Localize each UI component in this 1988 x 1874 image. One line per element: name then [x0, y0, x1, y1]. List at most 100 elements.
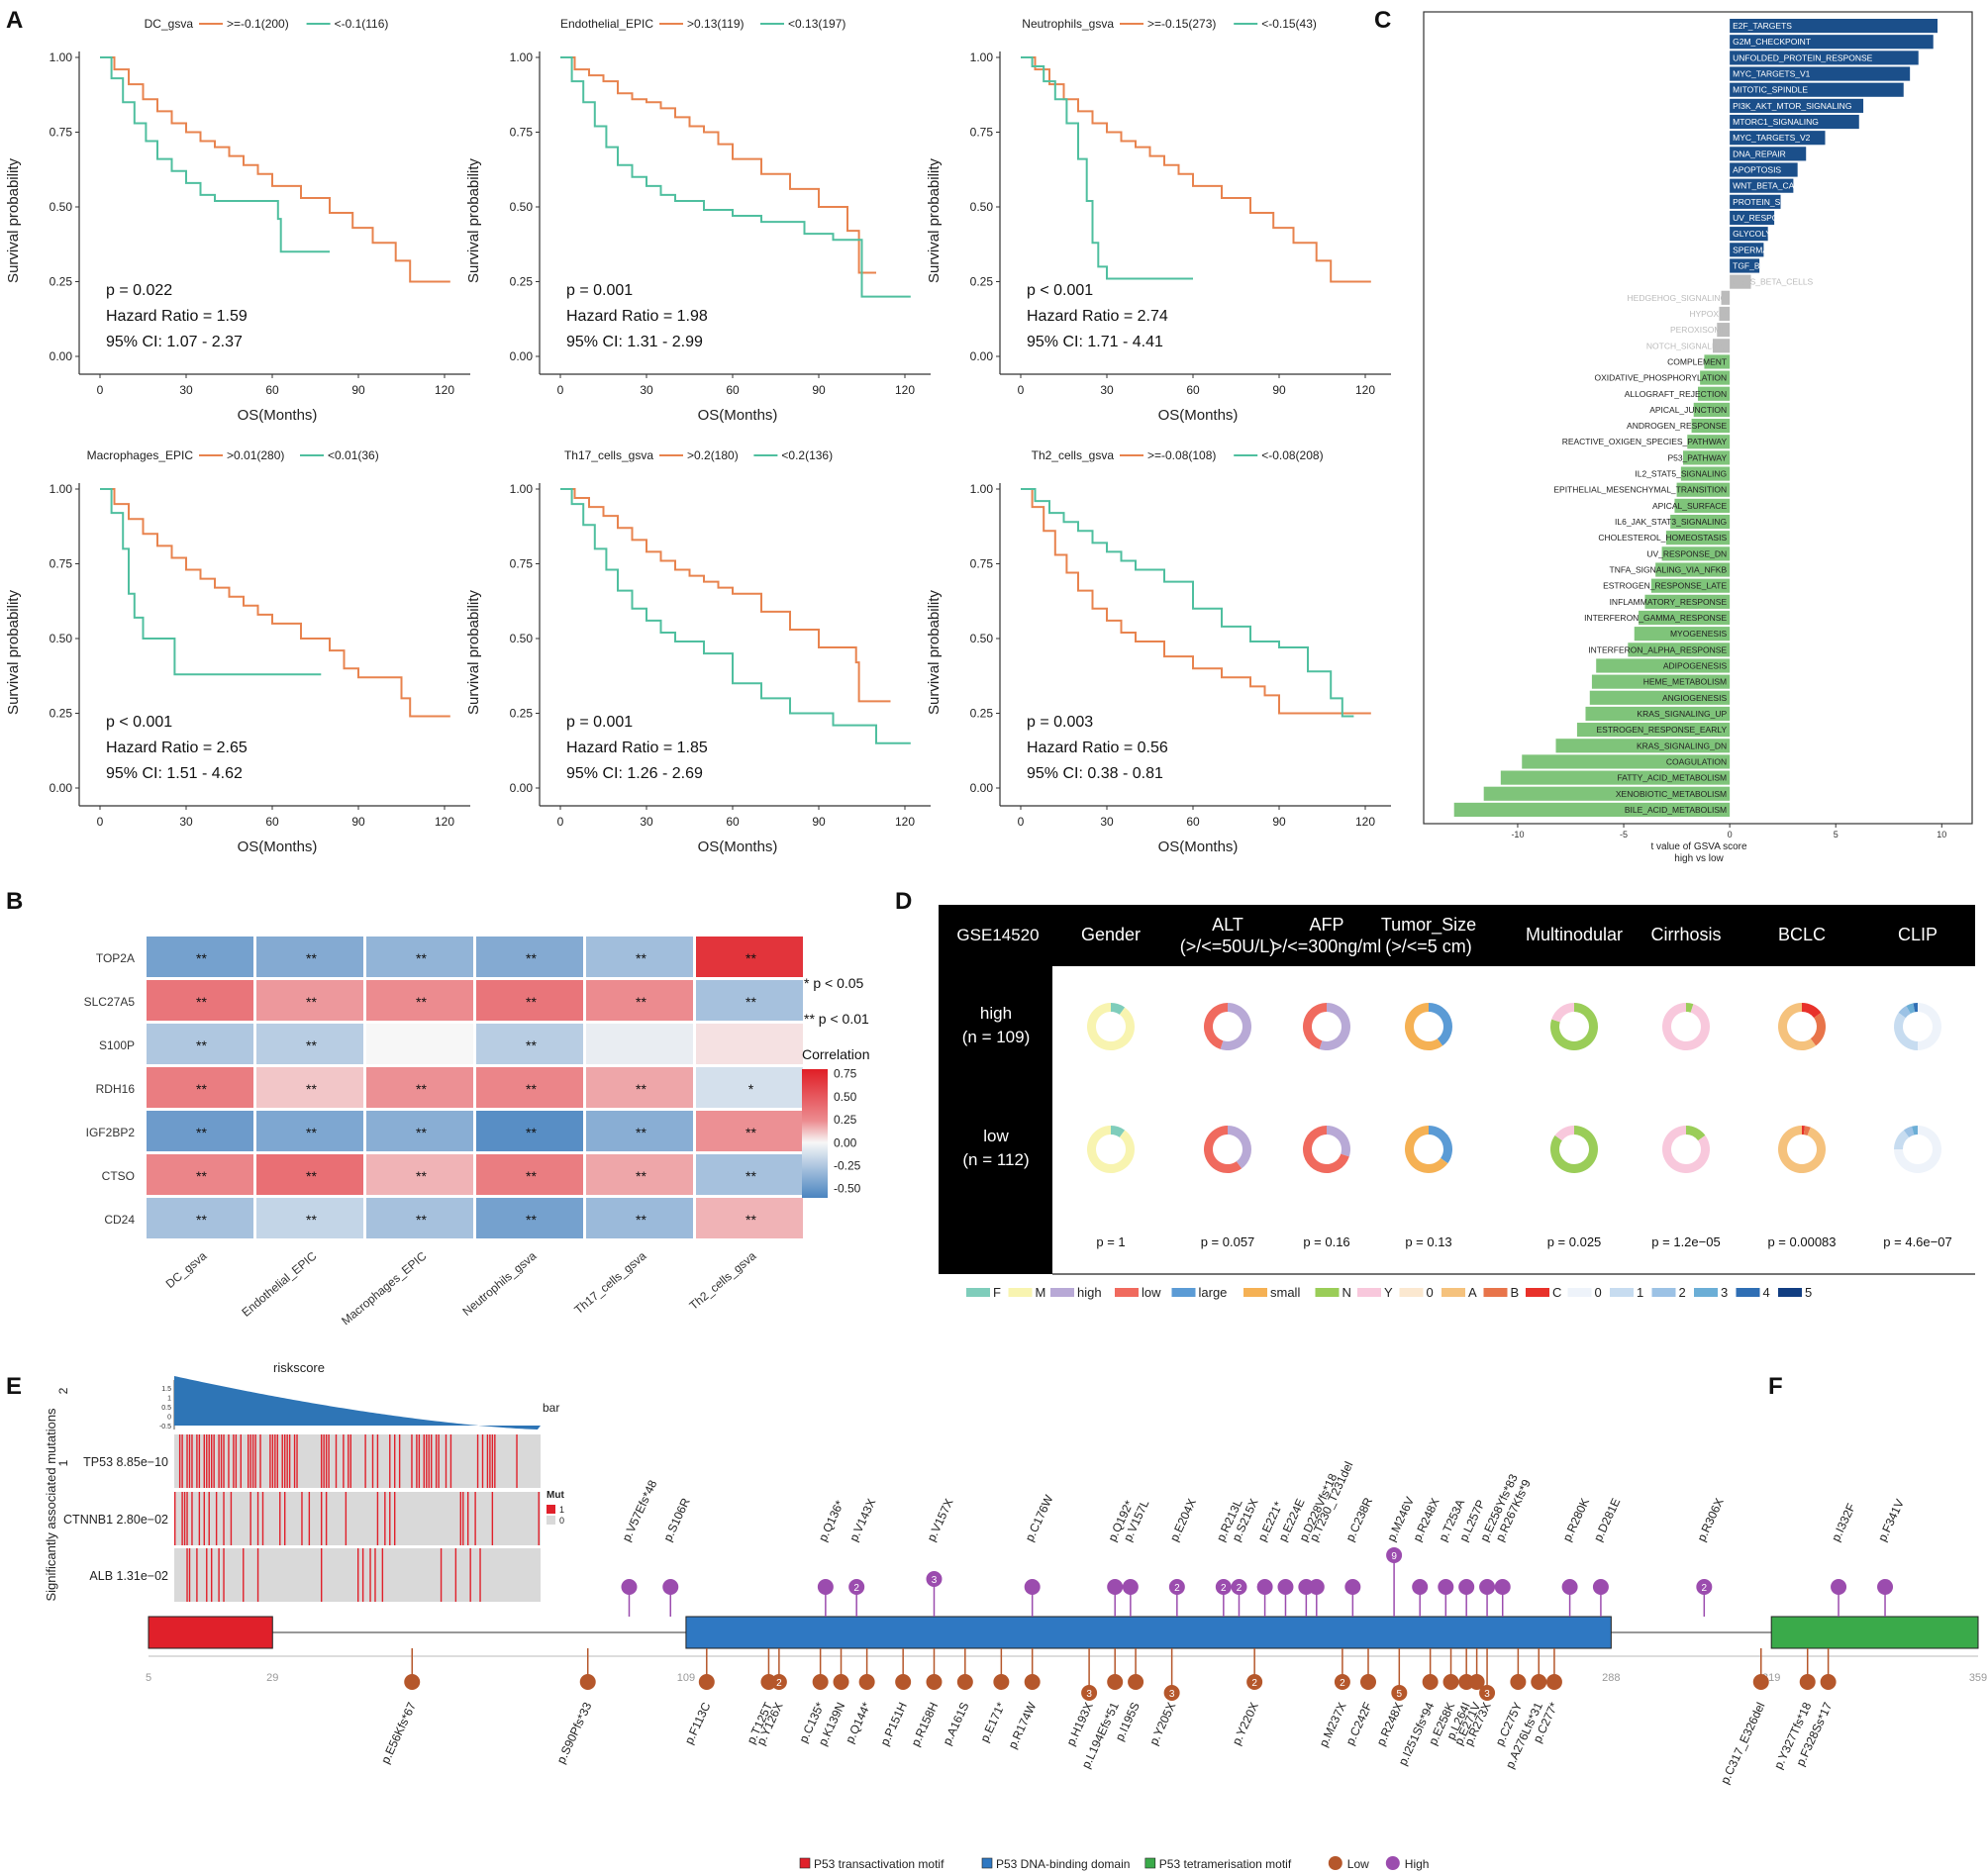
lollipop-count: 3 — [1484, 1689, 1490, 1700]
km-x-tick-label: 60 — [1186, 815, 1200, 829]
table-p-value: p = 0.13 — [1405, 1234, 1451, 1249]
km-curve-low — [560, 56, 911, 298]
lollipop-count: 2 — [1237, 1583, 1242, 1594]
oncoprint-mutation-tick — [438, 1434, 440, 1488]
km-x-tick-label: 0 — [1018, 815, 1025, 829]
lollipop-head-low — [1479, 1685, 1496, 1701]
donut-segment — [1898, 1005, 1911, 1019]
legend-label: low — [1142, 1285, 1161, 1300]
heatmap-significance: ** — [636, 1081, 646, 1097]
panel-c-gsva-bar-chart: E2F_TARGETS G2M_CHECKPOINT UNFOLDED_PROTEI… — [1423, 11, 1973, 864]
heatmap-bar-tick-label: -0.50 — [834, 1182, 861, 1196]
gsva-bar-label: OXIDATIVE_PHOSPHORYLATION — [1594, 373, 1727, 383]
gsva-bar — [1676, 482, 1731, 497]
km-plot-5: Th17_cells_gsva >0.2(180) <0.2(136) 0.00 0.2… — [465, 448, 931, 855]
legend-label: Y — [1384, 1285, 1393, 1300]
panel-a-survival-curves: DC_gsva >=-0.1(200) <-0.1(116) 0.00 0.25 0.50… — [5, 17, 1391, 855]
oncoprint-mutation-tick — [325, 1434, 328, 1488]
km-y-tick-label: 0.25 — [50, 707, 73, 721]
gsva-bar — [1680, 466, 1731, 481]
oncoprint-mutation-tick — [384, 1492, 386, 1545]
heatmap-significance: ** — [196, 1037, 207, 1053]
gsva-bar — [1693, 402, 1731, 417]
mutation-label-high: p.F341V — [1875, 1497, 1907, 1543]
panel-d-clinical-table: GSE14520 Gender ALT (>/<=50U/L) AFP >/<=300ng… — [939, 905, 1975, 1300]
donut-segment — [1803, 1126, 1811, 1136]
gsva-bar-label: KRAS_SIGNALING_DN — [1637, 740, 1727, 750]
heatmap-row-label: TOP2A — [96, 951, 135, 965]
km-x-axis-title: OS(Months) — [698, 407, 778, 424]
oncoprint-mutation-tick — [381, 1548, 384, 1602]
oncoprint-mutation-tick — [345, 1492, 348, 1545]
km-legend-low-label: <-0.15(43) — [1261, 17, 1317, 31]
heatmap-significance: ** — [306, 1037, 317, 1053]
gsva-bar — [1704, 354, 1731, 369]
km-x-tick-label: 90 — [1272, 815, 1286, 829]
heatmap-cell — [476, 1154, 583, 1195]
gsva-bar-label: IL2_STAT5_SIGNALING — [1635, 469, 1727, 479]
oncoprint-mutation-tick — [186, 1492, 188, 1545]
heatmap-cell — [366, 937, 473, 977]
km-x-tick-label: 90 — [812, 815, 826, 829]
gsva-bar-label: INTERFERON_ALPHA_RESPONSE — [1588, 644, 1727, 654]
gsva-bar-label: PROTEIN_SECRETION — [1733, 197, 1824, 207]
km-x-tick-label: 30 — [1100, 383, 1114, 397]
gsva-bar — [1453, 802, 1731, 817]
km-y-tick-label: 0.75 — [50, 126, 73, 140]
oncoprint-mutation-tick — [411, 1434, 413, 1488]
donut-segment — [1913, 1003, 1918, 1013]
oncoprint-mutation-tick — [389, 1492, 391, 1545]
lollipop-head-low — [1391, 1685, 1408, 1701]
km-plot-4: Macrophages_EPIC >0.01(280) <0.01(36) 0.00 0… — [5, 448, 470, 855]
heatmap-significance: ** — [526, 950, 537, 966]
heatmap-significance: ** — [746, 950, 756, 966]
km-y-tick-label: 1.00 — [970, 50, 994, 64]
lollipop-head-high — [1256, 1579, 1273, 1595]
gsva-bar — [1576, 723, 1731, 738]
oncoprint-mutation-tick — [218, 1548, 220, 1602]
oncoprint-mutation-tick — [476, 1434, 479, 1488]
gsva-bar — [1730, 66, 1911, 81]
gsva-bar — [1730, 114, 1859, 130]
gsva-bar-label: UV_RESPONSE_DN — [1646, 548, 1727, 558]
heatmap-significance: ** — [306, 950, 317, 966]
lollipop-head-high — [1168, 1579, 1185, 1595]
table-row-header: high — [980, 1004, 1012, 1023]
protein-domain — [685, 1616, 1612, 1649]
lollipop-head-high — [1308, 1579, 1325, 1595]
lollipop-head-high — [1231, 1579, 1247, 1595]
lollipop-head-low — [1422, 1674, 1439, 1690]
legend-label: high — [1077, 1285, 1102, 1300]
gsva-bar — [1730, 178, 1794, 193]
km-y-tick-label: 0.00 — [50, 349, 73, 363]
km-stat-line: 95% CI: 1.31 - 2.99 — [566, 334, 703, 350]
km-y-tick-label: 0.00 — [510, 349, 534, 363]
gsva-bar — [1483, 786, 1731, 801]
heatmap-row-label: S100P — [99, 1038, 135, 1052]
km-y-tick-label: 0.50 — [50, 632, 73, 645]
km-stat-line: p = 0.001 — [566, 282, 633, 299]
lollipop-head-high — [1277, 1579, 1294, 1595]
lollipop-head-high — [1877, 1579, 1894, 1595]
oncoprint-mutation-tick — [243, 1548, 245, 1602]
heatmap-cell — [586, 980, 693, 1021]
mutation-label-low: p.E171* — [977, 1700, 1008, 1744]
km-curve-low — [100, 488, 322, 676]
legend-label: large — [1199, 1285, 1228, 1300]
oncoprint-row-label: TP53 8.85e−10 — [83, 1455, 168, 1469]
panel-letter-c: C — [1374, 7, 1391, 34]
mutation-label-high: p.R306X — [1694, 1496, 1726, 1543]
lollipop-count: 2 — [1174, 1583, 1180, 1594]
oncoprint-mutation-tick — [203, 1434, 205, 1488]
gsva-bar-label: FATTY_ACID_METABOLISM — [1617, 773, 1727, 783]
legend-label: F — [993, 1285, 1001, 1300]
km-stat-line: p < 0.001 — [1027, 282, 1093, 299]
oncoprint-mutation-tick — [196, 1548, 198, 1602]
km-x-axis-title: OS(Months) — [238, 407, 318, 424]
oncoprint-mutation-tick — [203, 1492, 205, 1545]
lollipop-head-low — [1468, 1674, 1485, 1690]
oncoprint-mutation-tick — [459, 1492, 461, 1545]
heatmap-cell — [256, 1111, 363, 1151]
km-curve-high — [560, 488, 891, 703]
km-x-tick-label: 60 — [265, 815, 279, 829]
